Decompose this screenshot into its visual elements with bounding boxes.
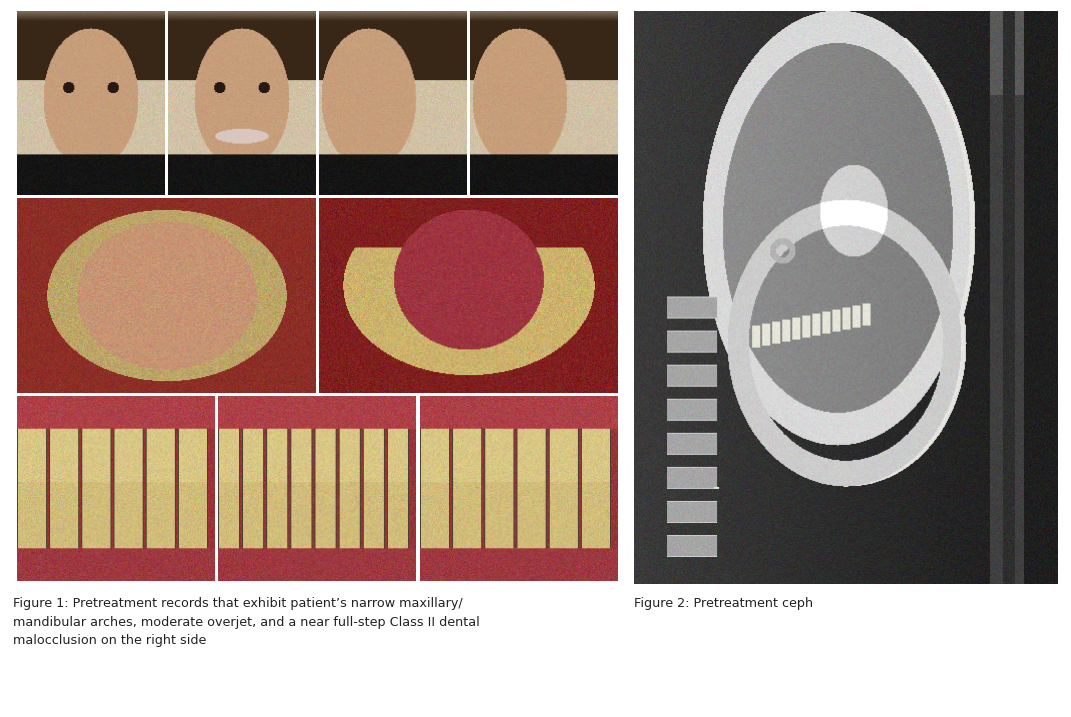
Text: Figure 2: Pretreatment ceph: Figure 2: Pretreatment ceph [634, 597, 813, 610]
Text: Figure 1: Pretreatment records that exhibit patient’s narrow maxillary/
mandibul: Figure 1: Pretreatment records that exhi… [13, 597, 480, 647]
